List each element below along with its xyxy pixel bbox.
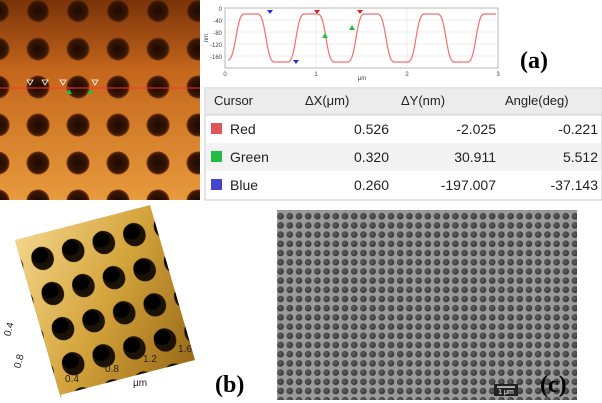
y-tick-label: -160	[210, 55, 223, 61]
y-tick-label: -120	[210, 43, 223, 49]
table-cell: Green	[230, 149, 269, 165]
table-cell: -197.007	[441, 177, 496, 193]
table-cell: Red	[230, 121, 256, 137]
x-unit: μm	[133, 378, 147, 389]
table-cell: Blue	[230, 177, 258, 193]
x-tick-label: 0.8	[105, 364, 119, 375]
afm-image	[0, 0, 200, 200]
sem-image: 1 μm	[277, 210, 577, 400]
y-unit: nm	[204, 34, 210, 42]
x-tick-label: 2	[405, 72, 409, 78]
x-unit: μm	[358, 76, 366, 82]
table-header: ΔX(μm)	[305, 93, 349, 108]
panel-label: (c)	[540, 372, 567, 398]
table-cell: -37.143	[551, 177, 599, 193]
table-header: ΔY(nm)	[401, 93, 445, 108]
y-tick-label: 0.4	[2, 321, 16, 338]
panel-label: (b)	[215, 372, 244, 398]
x-tick-label: 0	[223, 72, 227, 78]
table-cell: 0.320	[354, 149, 389, 165]
table-cell: 0.260	[354, 177, 389, 193]
x-tick-label: 1.2	[143, 354, 157, 365]
y-tick-label: 0	[219, 7, 223, 13]
y-tick-label: -80	[213, 31, 222, 37]
y-tick-label: -40	[213, 19, 222, 25]
profile-plot: 0 -40 -80 -120 -160 nm 0 1 2 3 μm	[204, 7, 500, 82]
table-cell: -2.025	[456, 121, 496, 137]
table-header: Cursor	[214, 93, 254, 108]
panel-label: (a)	[520, 48, 548, 74]
y-tick-label: 0.8	[12, 353, 26, 370]
x-tick-label: 1.6	[178, 344, 192, 355]
figure: 0 -40 -80 -120 -160 nm 0 1 2 3 μm (a) Cu…	[0, 0, 602, 403]
x-tick-label: 3	[496, 72, 500, 78]
afm-3d-image: 0.4 0.8 0.4 0.8 1.2 1.6 μm	[2, 205, 195, 400]
scale-bar-label: 1 μm	[498, 389, 514, 396]
table-cell: 0.526	[354, 121, 389, 137]
x-tick-label: 0.4	[65, 374, 79, 385]
table-cell: 5.512	[563, 149, 598, 165]
table-cell: -0.221	[558, 121, 598, 137]
table-cell: 30.911	[454, 149, 496, 165]
table-header: Angle(deg)	[505, 93, 569, 108]
x-tick-label: 1	[314, 72, 318, 78]
cursor-table: Cursor ΔX(μm) ΔY(nm) Angle(deg) Red 0.52…	[205, 88, 602, 200]
